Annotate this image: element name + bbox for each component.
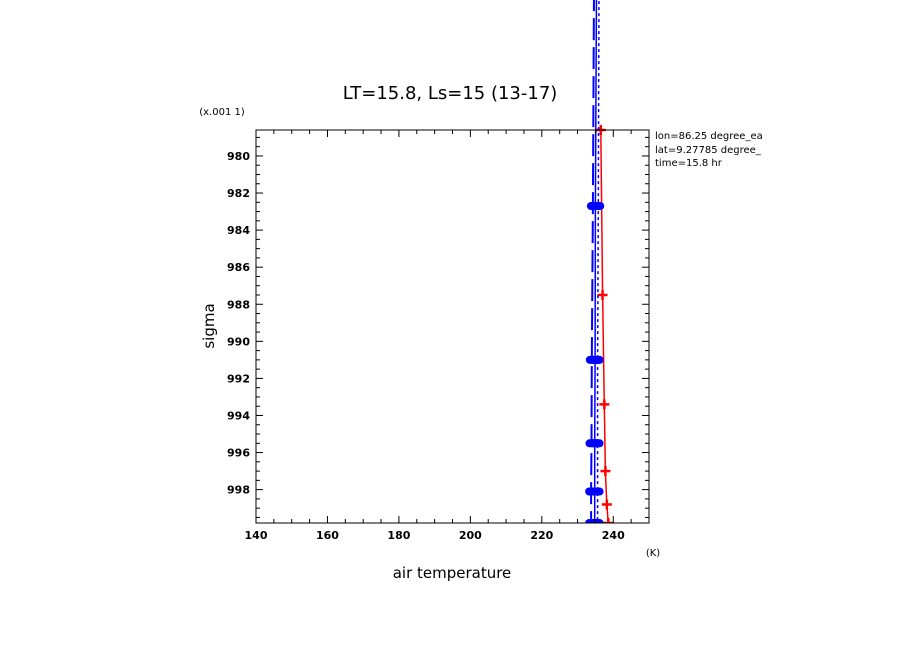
y-axis-label: sigma <box>200 303 218 348</box>
y-tick-label: 988 <box>227 298 250 311</box>
series-line-2 <box>593 0 598 523</box>
y-tick-label: 990 <box>227 335 250 348</box>
ticks-layer: 140 160 180 200 220 240 980 982 984 986 988 990 992 9… <box>227 130 650 542</box>
data-point <box>591 439 604 448</box>
info-line-lon: lon=86.25 degree_ea <box>655 131 763 142</box>
data-point <box>592 202 605 211</box>
x-tick-label: 240 <box>602 529 625 542</box>
info-line-lat: lat=9.27785 degree_ <box>655 145 762 156</box>
series-layer <box>585 0 614 523</box>
x-tick-label: 140 <box>245 529 268 542</box>
plot-frame <box>255 129 650 524</box>
series-line-3 <box>596 0 600 523</box>
data-point <box>591 487 604 496</box>
data-point <box>591 519 604 523</box>
series-line-1 <box>590 0 595 523</box>
y-tick-label: 986 <box>227 261 250 274</box>
y-tick-label: 980 <box>227 150 250 163</box>
chart-title: LT=15.8, Ls=15 (13-17) <box>343 83 558 104</box>
y-tick-label: 984 <box>227 224 250 237</box>
y-tick-label: 998 <box>227 484 250 497</box>
y-tick-label: 996 <box>227 447 250 460</box>
y-tick-label: 992 <box>227 372 250 385</box>
x-tick-label: 160 <box>316 529 339 542</box>
y-tick-label: 982 <box>227 187 250 200</box>
x-axis-label: air temperature <box>393 564 512 582</box>
x-tick-label: 220 <box>530 529 553 542</box>
x-axis-unit: (K) <box>646 548 660 559</box>
series-line-0 <box>600 129 610 523</box>
y-tick-label: 994 <box>227 409 250 422</box>
info-line-time: time=15.8 hr <box>655 158 723 169</box>
data-point <box>591 355 604 364</box>
x-tick-label: 200 <box>459 529 482 542</box>
info-block: lon=86.25 degree_ea lat=9.27785 degree_ … <box>655 131 763 169</box>
x-tick-label: 180 <box>387 529 410 542</box>
y-scale-note: (x.001 1) <box>199 107 245 118</box>
